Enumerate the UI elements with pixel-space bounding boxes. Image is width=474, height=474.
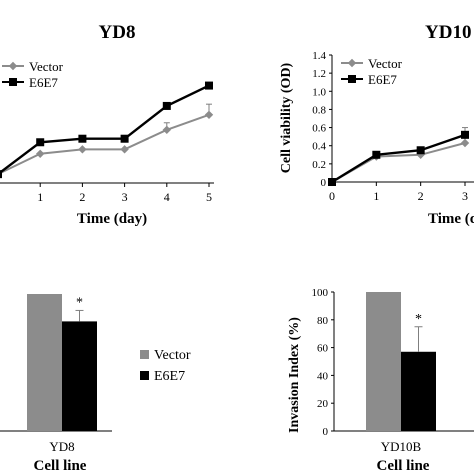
yd10b-y-tick-label: 100: [312, 287, 329, 299]
yd10-y-tick-label: 0.8: [312, 104, 326, 116]
yd10-series-line-e6e7: [331, 133, 466, 184]
yd10-legend-marker-e6e7: [348, 75, 356, 83]
yd10-y-tick-label: 1.0: [312, 86, 326, 98]
yd10-series-line-vector: [331, 142, 466, 183]
yd10-x-axis-label: Time (d: [428, 211, 474, 227]
yd10b-y-tick-label: 60: [317, 343, 329, 355]
yd8-legend-label-vector: Vector: [29, 59, 64, 74]
yd8-series-line-vector: [0, 113, 210, 175]
yd10-legend-marker-vector: [347, 58, 357, 68]
yd8-invasion-x-axis-label: Cell line: [34, 458, 87, 474]
yd10b-bar-vector: [366, 292, 401, 431]
yd10-x-tick-label: 1: [373, 189, 379, 203]
bar-legend-swatch-vector: [140, 350, 149, 359]
yd8-legend-marker-vector: [8, 61, 18, 71]
yd8-series-line-e6e7: [0, 84, 210, 175]
yd10b-invasion-panel: Invasion Index (%) Cell line 0 20 40 60 80 10…: [287, 287, 474, 474]
yd8-point-e6e7: [36, 138, 45, 147]
yd10-y-tick-label: 0.2: [312, 159, 326, 171]
yd8-point-e6e7: [205, 81, 213, 90]
yd10b-y-tick-label: 40: [317, 370, 329, 382]
yd10-point-vector: [460, 138, 470, 148]
yd10-point-e6e7: [461, 130, 469, 139]
yd8-point-vector: [36, 149, 45, 158]
yd10-legend-label-e6e7: E6E7: [368, 72, 397, 87]
yd8-point-e6e7: [0, 170, 2, 179]
yd8-point-vector: [162, 125, 171, 135]
yd8-point-e6e7: [162, 101, 171, 110]
yd8-chart-title: YD8: [99, 22, 136, 43]
yd10-x-tick-label: 3: [462, 189, 468, 203]
yd8-x-tick-label: 4: [164, 190, 170, 204]
yd8-significance-marker: *: [76, 295, 83, 310]
bar-legend-swatch-e6e7: [140, 371, 149, 380]
yd10-viability-panel: YD10 Cell viability (OD) Time (d 0 0.2 0.4…: [279, 22, 474, 227]
yd10-y-axis-label: Cell viability (OD): [279, 62, 294, 173]
yd10b-bar-e6e7: [401, 351, 436, 431]
yd8-point-vector: [120, 145, 129, 154]
bar-legend-label-vector: Vector: [154, 348, 191, 363]
yd10b-invasion-y-axis-label: Invasion Index (%): [287, 317, 302, 433]
yd10-y-tick-label: 1.4: [312, 50, 326, 62]
yd8-x-tick-label: 5: [206, 190, 212, 204]
yd8-category-label: YD8: [49, 439, 74, 454]
yd10-y-tick-label: 1.2: [312, 68, 326, 80]
yd10-y-tick-label: 0: [321, 177, 327, 189]
yd8-point-vector: [204, 110, 214, 119]
yd10-legend-label-vector: Vector: [368, 56, 403, 71]
yd10-x-tick-label: 0: [329, 189, 335, 203]
yd8-invasion-panel: Cell line * YD8: [0, 294, 112, 474]
yd8-legend-marker-e6e7: [9, 78, 17, 86]
yd10-x-tick-label: 2: [418, 189, 424, 203]
yd8-bar-e6e7: [62, 321, 97, 431]
yd8-x-tick-label: 3: [122, 190, 128, 204]
yd10-point-e6e7: [372, 150, 381, 159]
yd10b-significance-marker: *: [415, 312, 422, 327]
yd8-bar-vector: [27, 294, 62, 431]
yd8-legend-label-e6e7: E6E7: [29, 75, 58, 90]
yd10-point-e6e7: [416, 146, 425, 155]
bar-legend: Vector E6E7: [140, 348, 191, 384]
yd10b-category-label: YD10B: [381, 439, 422, 454]
bar-legend-label-e6e7: E6E7: [154, 369, 185, 384]
yd10b-y-tick-label: 0: [323, 426, 329, 438]
yd10-chart-title: YD10: [425, 22, 471, 43]
yd10b-y-tick-label: 80: [317, 315, 329, 327]
yd10b-y-tick-label: 20: [317, 398, 329, 410]
yd8-x-tick-label: 1: [37, 190, 43, 204]
yd10-point-e6e7: [328, 178, 336, 186]
yd8-x-tick-label: 2: [79, 190, 85, 204]
yd8-point-e6e7: [78, 134, 87, 143]
yd8-point-vector: [78, 145, 87, 154]
yd8-x-axis-label: Time (day): [77, 211, 147, 227]
yd10-y-tick-label: 0.4: [312, 141, 326, 153]
yd10b-invasion-x-axis-label: Cell line: [377, 458, 430, 474]
yd8-point-e6e7: [120, 134, 129, 143]
yd10-y-tick-label: 0.6: [312, 123, 326, 135]
